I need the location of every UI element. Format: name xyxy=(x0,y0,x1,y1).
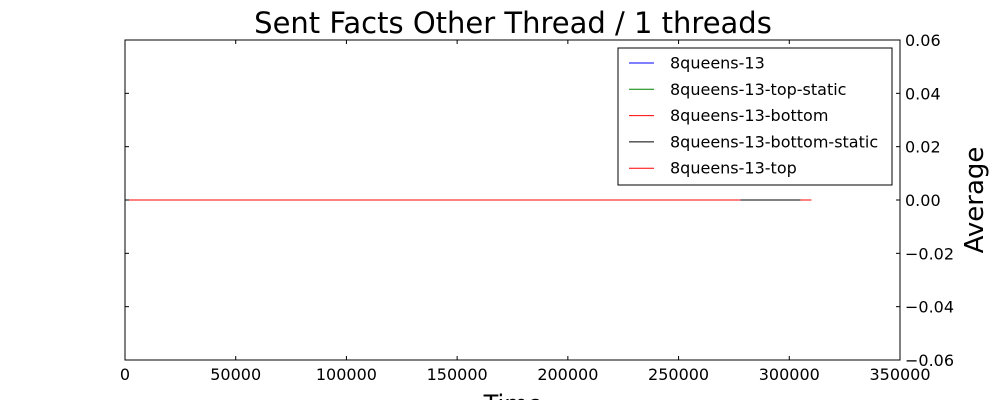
x-tick-label: 50000 xyxy=(210,365,261,384)
y-tick-label: −0.02 xyxy=(905,244,954,263)
legend-label-0: 8queens-13 xyxy=(670,54,765,73)
y-tick-label: −0.06 xyxy=(905,351,954,370)
y-tick-label: 0.04 xyxy=(905,84,941,103)
legend: 8queens-13 8queens-13-top-static 8queens-1… xyxy=(617,47,893,186)
x-axis-label: Time xyxy=(483,390,543,400)
x-tick-label: 250000 xyxy=(648,365,709,384)
x-tick-label: 350000 xyxy=(869,365,930,384)
legend-label-2: 8queens-13-bottom xyxy=(670,106,828,125)
legend-label-3: 8queens-13-bottom-static xyxy=(670,132,878,151)
chart-title: Sent Facts Other Thread / 1 threads xyxy=(254,6,772,40)
y-axis-ticks: 0.06 0.04 0.02 0.00 −0.02 −0.04 −0.06 xyxy=(125,31,954,370)
legend-label-1: 8queens-13-top-static xyxy=(670,80,846,99)
x-tick-label: 0 xyxy=(120,365,130,384)
x-tick-label: 100000 xyxy=(316,365,377,384)
legend-label-4: 8queens-13-top xyxy=(670,159,797,178)
x-tick-label: 200000 xyxy=(537,365,598,384)
x-tick-label: 150000 xyxy=(427,365,488,384)
y-axis-label: Average xyxy=(960,147,990,254)
y-tick-label: 0.00 xyxy=(905,191,941,210)
y-tick-label: 0.02 xyxy=(905,138,941,157)
legend-frame xyxy=(617,47,893,186)
y-tick-label: 0.06 xyxy=(905,31,941,50)
legend-items: 8queens-13 8queens-13-top-static 8queens-1… xyxy=(629,54,878,178)
y-tick-label: −0.04 xyxy=(905,298,954,317)
x-axis-ticks: 0 50000 100000 150000 200000 250000 300000 3500… xyxy=(120,40,931,384)
x-tick-label: 300000 xyxy=(759,365,820,384)
